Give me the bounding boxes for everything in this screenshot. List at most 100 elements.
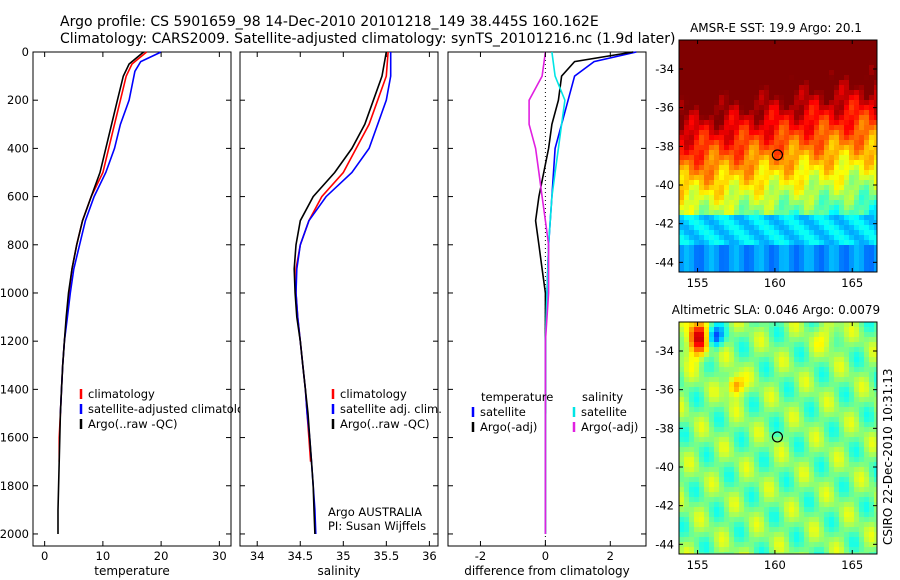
- heatmap-cell: [729, 547, 735, 553]
- heatmap-cell: [854, 200, 860, 206]
- heatmap-cell: [794, 260, 800, 266]
- heatmap-cell: [729, 50, 735, 56]
- heatmap-cell: [759, 337, 765, 343]
- heatmap-cell: [719, 392, 725, 398]
- heatmap-cell: [764, 195, 770, 201]
- heatmap-cell: [689, 452, 695, 458]
- heatmap-cell: [709, 442, 715, 448]
- heatmap-cell: [724, 497, 730, 503]
- heatmap-cell: [874, 270, 878, 273]
- y-tick-label: -40: [655, 178, 674, 192]
- heatmap-cell: [854, 215, 860, 221]
- heatmap-cell: [694, 140, 700, 146]
- y-tick-label: -34: [655, 344, 674, 358]
- heatmap-cell: [784, 442, 790, 448]
- heatmap-cell: [684, 185, 690, 191]
- heatmap-cell: [864, 230, 870, 236]
- heatmap-cell: [759, 180, 765, 186]
- heatmap-cell: [729, 327, 735, 333]
- heatmap-cell: [739, 407, 745, 413]
- heatmap-cell: [699, 392, 705, 398]
- heatmap-cell: [694, 332, 700, 338]
- heatmap-cell: [734, 552, 740, 555]
- heatmap-cell: [689, 472, 695, 478]
- heatmap-cell: [709, 215, 715, 221]
- heatmap-cell: [829, 140, 835, 146]
- heatmap-cell: [729, 362, 735, 368]
- heatmap-cell: [694, 200, 700, 206]
- heatmap-cell: [699, 462, 705, 468]
- heatmap-cell: [834, 427, 840, 433]
- heatmap-cell: [769, 447, 775, 453]
- heatmap-cell: [704, 115, 710, 121]
- heatmap-cell: [724, 442, 730, 448]
- heatmap-cell: [814, 417, 820, 423]
- heatmap-cell: [869, 130, 875, 136]
- heatmap-cell: [754, 180, 760, 186]
- heatmap-cell: [839, 447, 845, 453]
- heatmap-cell: [849, 95, 855, 101]
- heatmap-cell: [694, 250, 700, 256]
- heatmap-cell: [834, 130, 840, 136]
- heatmap-cell: [809, 85, 815, 91]
- heatmap-cell: [864, 512, 870, 518]
- heatmap-cell: [709, 60, 715, 66]
- heatmap-cell: [729, 347, 735, 353]
- heatmap-cell: [724, 502, 730, 508]
- argo-location-marker: [771, 431, 784, 443]
- heatmap-cell: [679, 240, 685, 246]
- heatmap-cell: [729, 60, 735, 66]
- heatmap-cell: [714, 322, 720, 328]
- heatmap-cell: [819, 160, 825, 166]
- heatmap-cell: [864, 270, 870, 273]
- heatmap-cell: [809, 417, 815, 423]
- heatmap-cell: [679, 40, 685, 46]
- heatmap-cell: [814, 397, 820, 403]
- heatmap-cell: [744, 327, 750, 333]
- heatmap-cell: [684, 40, 690, 46]
- heatmap-cell: [804, 150, 810, 156]
- heatmap-cell: [749, 467, 755, 473]
- heatmap-cell: [859, 477, 865, 483]
- heatmap-cell: [689, 497, 695, 503]
- heatmap-cell: [729, 75, 735, 81]
- heatmap-cell: [814, 382, 820, 388]
- heatmap-cell: [869, 462, 875, 468]
- heatmap-cell: [854, 372, 860, 378]
- heatmap-cell: [744, 492, 750, 498]
- heatmap-cell: [834, 347, 840, 353]
- heatmap-cell: [704, 462, 710, 468]
- heatmap-cell: [744, 332, 750, 338]
- heatmap-cell: [824, 65, 830, 71]
- heatmap-cell: [844, 452, 850, 458]
- heatmap-cell: [719, 522, 725, 528]
- heatmap-cell: [774, 487, 780, 493]
- heatmap-cell: [754, 110, 760, 116]
- heatmap-cell: [854, 40, 860, 46]
- heatmap-cell: [679, 125, 685, 131]
- heatmap-cell: [769, 457, 775, 463]
- heatmap-cell: [859, 362, 865, 368]
- heatmap-cell: [874, 492, 878, 498]
- heatmap-cell: [839, 377, 845, 383]
- heatmap-cell: [694, 145, 700, 151]
- heatmap-cell: [754, 250, 760, 256]
- heatmap-cell: [724, 235, 730, 241]
- heatmap-cell: [774, 442, 780, 448]
- heatmap-cell: [739, 250, 745, 256]
- heatmap-cell: [759, 175, 765, 181]
- heatmap-cell: [679, 140, 685, 146]
- heatmap-cell: [679, 352, 685, 358]
- heatmap-cell: [764, 547, 770, 553]
- heatmap-cell: [784, 437, 790, 443]
- heatmap-cell: [794, 120, 800, 126]
- heatmap-cell: [834, 482, 840, 488]
- heatmap-cell: [699, 170, 705, 176]
- heatmap-cell: [869, 145, 875, 151]
- heatmap-cell: [744, 70, 750, 76]
- heatmap-cell: [734, 547, 740, 553]
- heatmap-cell: [739, 422, 745, 428]
- heatmap-cell: [744, 125, 750, 131]
- heatmap-cell: [679, 100, 685, 106]
- heatmap-cell: [779, 422, 785, 428]
